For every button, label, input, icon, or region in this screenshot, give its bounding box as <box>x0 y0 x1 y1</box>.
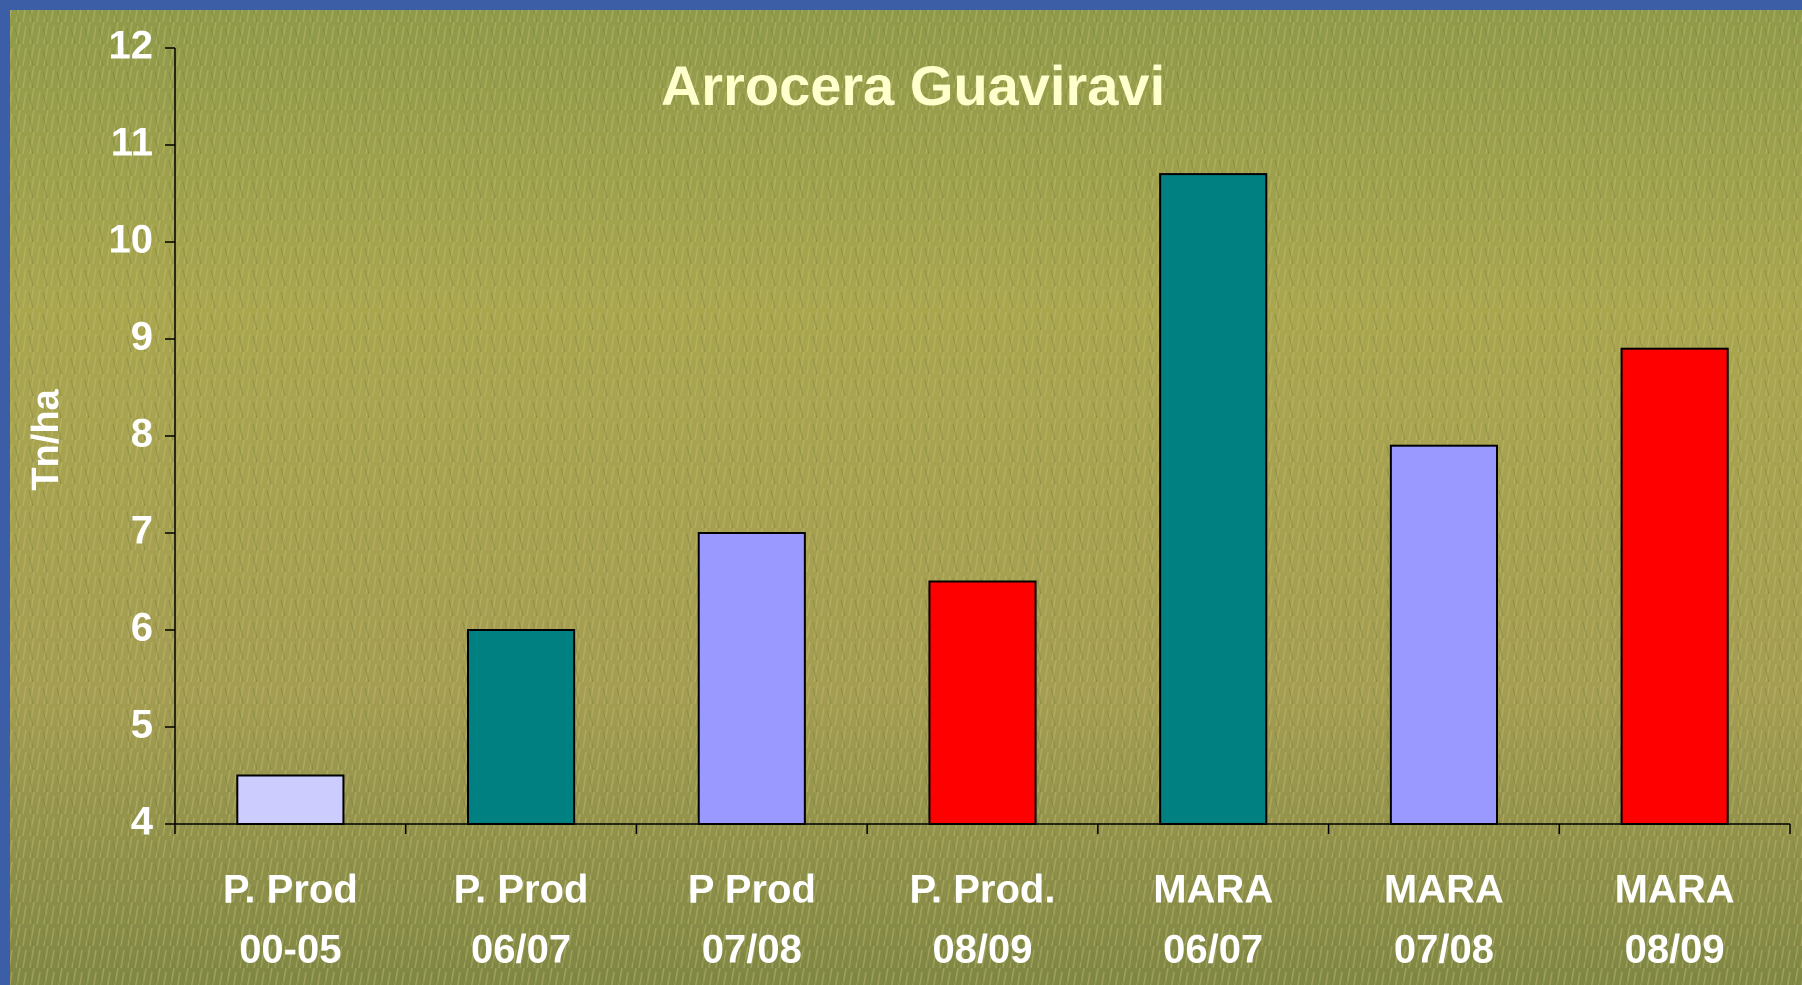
bar <box>467 629 576 825</box>
x-tick-label: MARA <box>1615 868 1735 912</box>
x-tick-label: 08/09 <box>1625 928 1725 972</box>
y-axis-label: Tn/ha <box>25 388 67 490</box>
x-tick-label: MARA <box>1153 868 1273 912</box>
y-tick-label: 6 <box>131 606 153 650</box>
x-tick-label: P. Prod. <box>910 868 1056 912</box>
y-tick-label: 4 <box>131 800 154 844</box>
x-tick-label: 07/08 <box>702 928 802 972</box>
y-tick-label: 10 <box>109 218 154 262</box>
background-texture <box>10 10 1802 985</box>
x-tick-label: 08/09 <box>932 928 1032 972</box>
bar <box>1159 173 1268 826</box>
y-tick-label: 8 <box>131 412 153 456</box>
bar <box>236 774 345 825</box>
x-tick-label: P Prod <box>688 868 816 912</box>
y-tick-label: 11 <box>111 121 153 165</box>
bar <box>1620 347 1729 825</box>
x-tick-label: 06/07 <box>471 928 571 972</box>
y-tick-label: 9 <box>131 315 153 359</box>
y-tick-label: 7 <box>131 509 153 553</box>
bar <box>928 580 1037 825</box>
x-tick-label: 00-05 <box>239 928 341 972</box>
x-tick-label: P. Prod <box>223 868 358 912</box>
bar <box>697 532 806 825</box>
x-tick-label: 07/08 <box>1394 928 1494 972</box>
x-tick-label: 06/07 <box>1163 928 1263 972</box>
chart-title: Arrocera Guaviravi <box>661 54 1165 117</box>
x-tick-label: P. Prod <box>454 868 589 912</box>
y-tick-label: 12 <box>109 24 154 68</box>
x-tick-label: MARA <box>1384 868 1504 912</box>
bar <box>1389 444 1498 825</box>
y-tick-label: 5 <box>131 703 153 747</box>
